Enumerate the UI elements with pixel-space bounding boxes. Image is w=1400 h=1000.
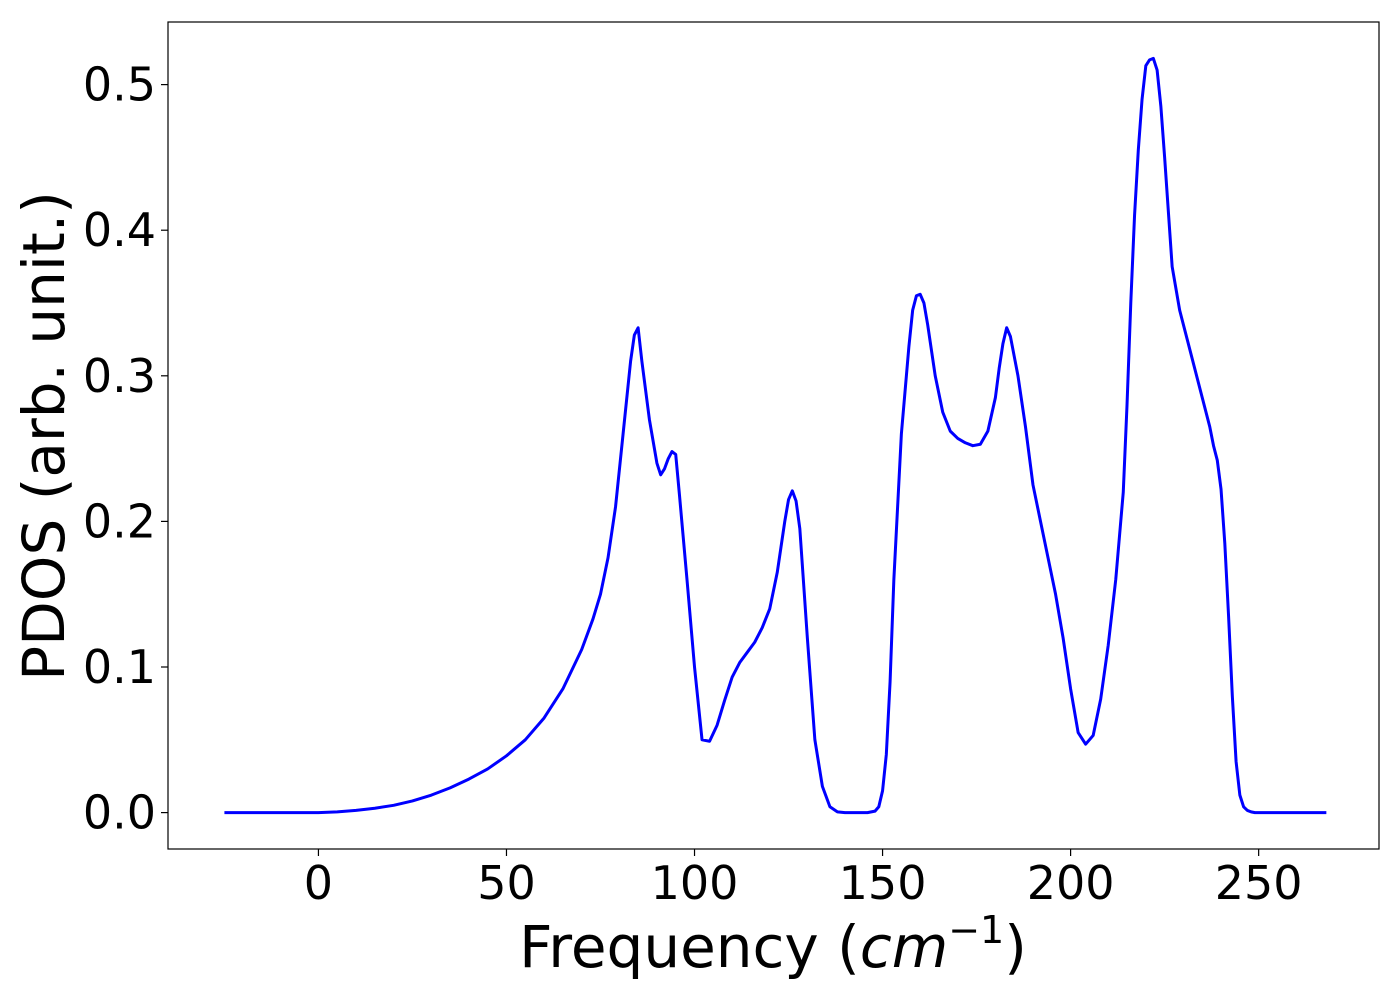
y-tick-label: 0.1 (83, 640, 156, 694)
y-axis-label: PDOS (arb. unit.) (10, 191, 78, 681)
y-tick-label: 0.4 (83, 203, 156, 257)
y-tick-label: 0.2 (83, 494, 156, 548)
x-tick-label: 50 (477, 856, 536, 910)
x-axis-label: Frequency (cm−1) (519, 908, 1027, 981)
y-axis: 0.0 0.1 0.2 0.3 0.4 0.5 (83, 58, 168, 840)
x-tick-label: 200 (1027, 856, 1115, 910)
x-tick-label: 0 (304, 856, 333, 910)
x-tick-label: 100 (651, 856, 739, 910)
x-axis: 0 50 100 150 200 250 (304, 849, 1303, 910)
plot-frame (167, 21, 1380, 850)
y-tick-label: 0.0 (83, 786, 156, 840)
series-line-pdos (224, 56, 1327, 815)
y-tick-label: 0.3 (83, 349, 156, 403)
y-tick-label: 0.5 (83, 58, 156, 112)
x-tick-label: 250 (1215, 856, 1303, 910)
x-tick-label: 150 (839, 856, 927, 910)
